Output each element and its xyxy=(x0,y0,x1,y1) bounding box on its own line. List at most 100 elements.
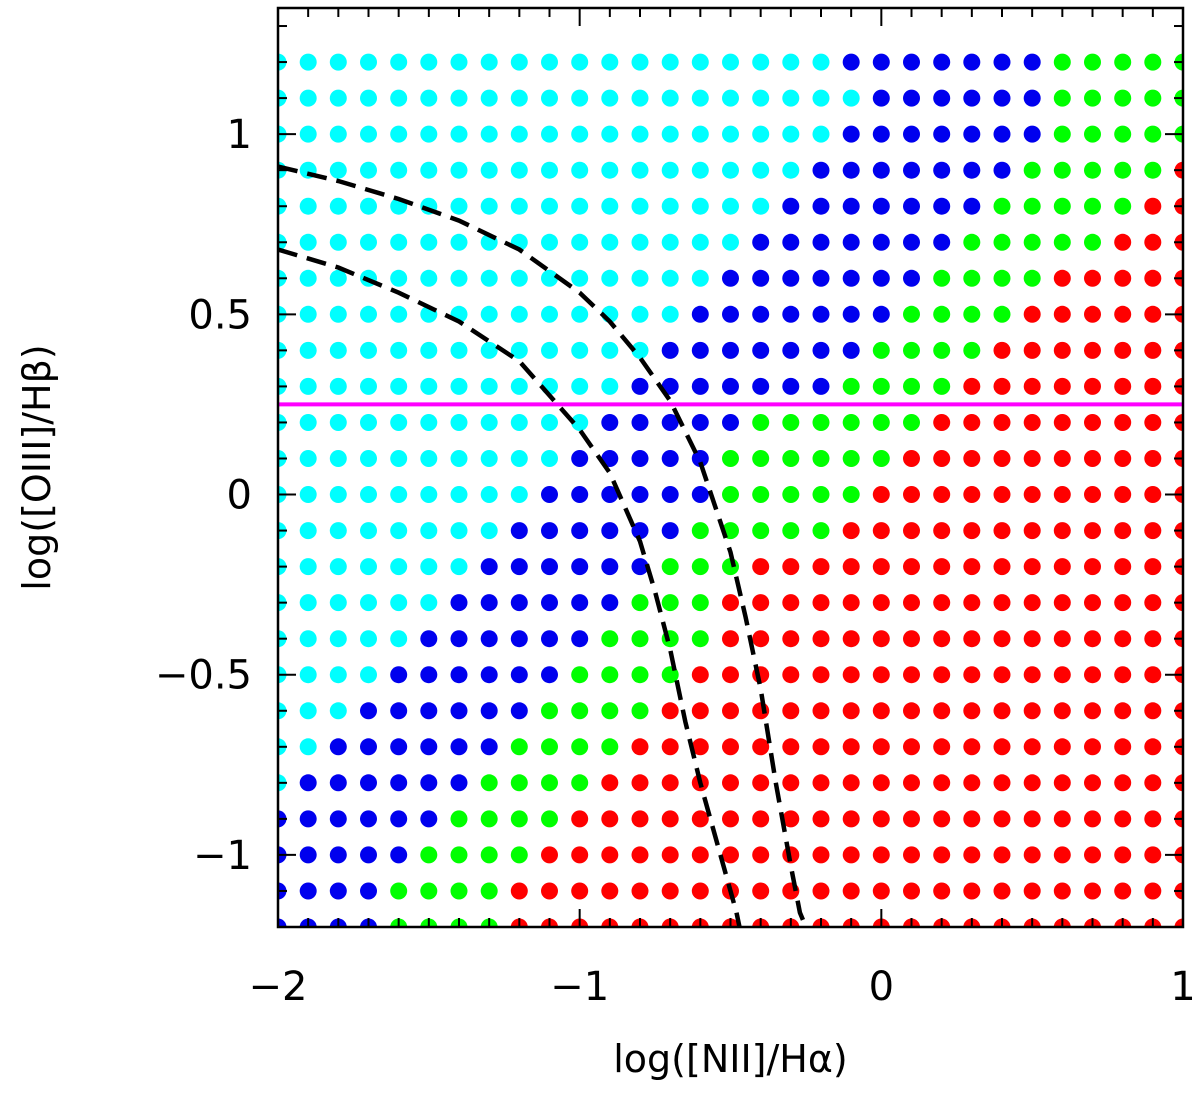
data-point xyxy=(1053,882,1071,900)
data-point xyxy=(661,161,679,179)
data-point xyxy=(1084,233,1101,251)
data-point xyxy=(1084,774,1101,792)
data-point xyxy=(1114,450,1132,467)
data-point xyxy=(329,882,347,900)
data-point xyxy=(1084,594,1101,612)
data-point xyxy=(993,738,1011,756)
data-point xyxy=(1023,414,1041,431)
data-point xyxy=(510,486,528,503)
data-point xyxy=(360,846,377,864)
data-point xyxy=(450,522,468,540)
dashed-curve-1 xyxy=(278,247,742,927)
data-point xyxy=(601,810,619,828)
data-point xyxy=(872,666,890,684)
data-point xyxy=(1053,53,1071,71)
data-point xyxy=(360,341,377,359)
data-point xyxy=(812,774,830,792)
data-point xyxy=(661,233,679,251)
data-point xyxy=(812,630,830,648)
data-point xyxy=(601,594,619,612)
data-point xyxy=(1084,882,1101,900)
data-point xyxy=(450,450,468,467)
data-point xyxy=(933,341,951,359)
data-point xyxy=(752,486,770,503)
data-point xyxy=(601,89,619,107)
data-point xyxy=(450,197,468,215)
data-point xyxy=(903,522,920,540)
data-point xyxy=(510,125,528,143)
data-point xyxy=(450,666,468,684)
data-point xyxy=(872,738,890,756)
data-point xyxy=(601,774,619,792)
data-point xyxy=(1114,269,1132,287)
data-point xyxy=(752,594,770,612)
data-point xyxy=(782,89,800,107)
data-point xyxy=(933,558,951,576)
data-point xyxy=(933,377,951,395)
data-point xyxy=(329,89,347,107)
data-point xyxy=(691,89,709,107)
data-point xyxy=(360,161,377,179)
data-point xyxy=(450,774,468,792)
data-point xyxy=(1023,558,1041,576)
data-point xyxy=(1144,774,1162,792)
data-point xyxy=(631,774,649,792)
data-point xyxy=(480,53,498,71)
data-point xyxy=(1144,666,1162,684)
data-point xyxy=(812,377,830,395)
data-point xyxy=(752,630,770,648)
data-point xyxy=(1114,594,1132,612)
data-point xyxy=(1023,161,1041,179)
data-point xyxy=(571,522,589,540)
data-point xyxy=(510,630,528,648)
data-point xyxy=(993,233,1011,251)
data-point xyxy=(1023,774,1041,792)
data-point xyxy=(933,233,951,251)
data-point xyxy=(661,450,679,467)
data-point xyxy=(631,269,649,287)
data-point xyxy=(872,630,890,648)
data-point xyxy=(601,414,619,431)
data-point xyxy=(329,377,347,395)
data-point xyxy=(360,486,377,503)
data-point xyxy=(1084,125,1101,143)
data-point xyxy=(329,486,347,503)
data-point xyxy=(752,53,770,71)
data-point xyxy=(903,197,920,215)
data-point xyxy=(933,594,951,612)
data-point xyxy=(842,450,860,467)
data-point xyxy=(812,125,830,143)
data-point xyxy=(329,738,347,756)
data-point xyxy=(752,233,770,251)
data-point xyxy=(782,377,800,395)
data-point xyxy=(1144,810,1162,828)
data-point xyxy=(1023,738,1041,756)
data-point xyxy=(299,738,317,756)
data-point xyxy=(661,702,679,720)
data-point xyxy=(299,666,317,684)
data-point xyxy=(963,233,981,251)
data-point xyxy=(1053,486,1071,503)
data-point xyxy=(993,774,1011,792)
data-point xyxy=(450,233,468,251)
x-tick-label: −2 xyxy=(249,964,308,1010)
data-point xyxy=(420,558,438,576)
data-point xyxy=(963,738,981,756)
data-point xyxy=(691,522,709,540)
data-point xyxy=(1114,341,1132,359)
data-point xyxy=(963,377,981,395)
data-point xyxy=(691,414,709,431)
data-point xyxy=(722,269,739,287)
data-point xyxy=(420,846,438,864)
data-point xyxy=(299,846,317,864)
data-point xyxy=(329,341,347,359)
y-tick-label: 0 xyxy=(227,473,252,519)
data-point xyxy=(993,558,1011,576)
data-point xyxy=(722,305,739,323)
data-point xyxy=(450,558,468,576)
data-point xyxy=(541,630,558,648)
data-point xyxy=(903,774,920,792)
data-point xyxy=(1053,161,1071,179)
data-point xyxy=(541,53,558,71)
data-point xyxy=(691,53,709,71)
